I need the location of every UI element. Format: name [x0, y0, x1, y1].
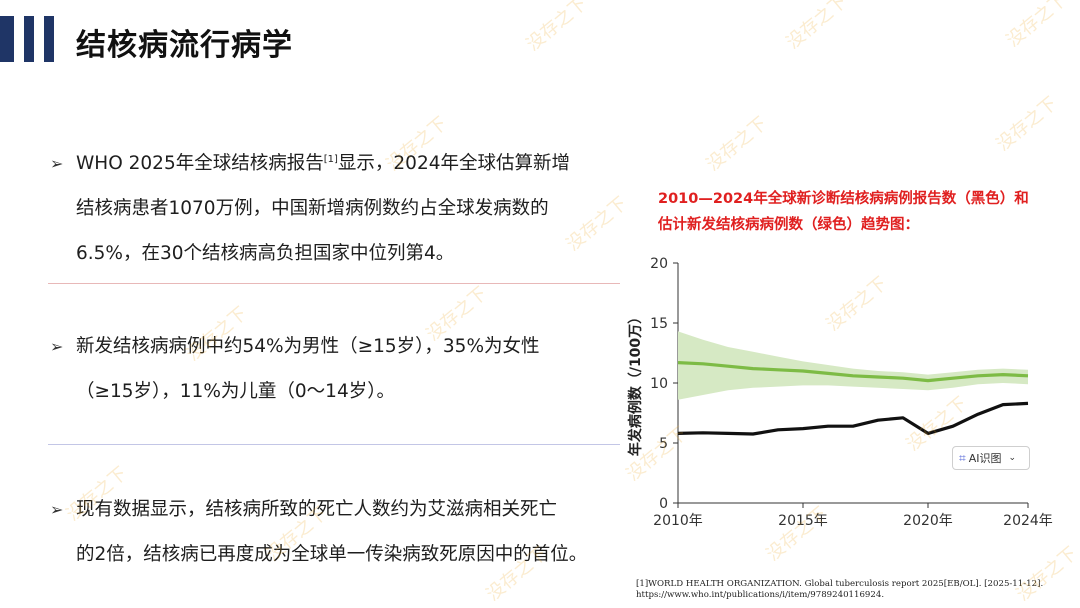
page-title: 结核病流行病学	[76, 28, 293, 63]
bullet-who-report: ➢ WHO 2025年全球结核病报告[1]显示，2024年全球估算新增 结核病患者…	[50, 141, 620, 276]
green-uncertainty-band	[678, 331, 1028, 400]
reference-footnote: [1]WORLD HEALTH ORGANIZATION. Global tub…	[636, 579, 1076, 601]
x-tick-label: 2010年	[653, 513, 703, 529]
black-series-line	[677, 401, 1029, 436]
ai-badge-label: AI识图	[968, 452, 1002, 465]
y-tick-label: 5	[659, 436, 668, 452]
bullet-gender-distribution: ➢ 新发结核病病例中约54%为男性（≥15岁），35%为女性 （≥15岁），11%…	[50, 324, 620, 414]
bullet-text: 的2倍，结核病已再度成为全球单一传染病致死原因中的首位。	[76, 544, 588, 565]
y-tick-label: 20	[650, 256, 668, 272]
watermark-text: 没存之下	[1002, 0, 1072, 52]
bullet-text: 现有数据显示，结核病所致的死亡人数约为艾滋病相关死亡	[76, 499, 558, 520]
arrow-bullet-icon: ➢	[50, 500, 64, 519]
chart-caption: 2010—2024年全球新诊断结核病病例报告数（黑色）和 估计新发结核病病例数（…	[658, 186, 1078, 238]
chart-caption-line: 估计新发结核病病例数（绿色）趋势图：	[658, 217, 919, 233]
y-tick-label: 15	[650, 316, 668, 332]
bullet-mortality: ➢ 现有数据显示，结核病所致的死亡人数约为艾滋病相关死亡 的2倍，结核病已再度成为…	[50, 487, 620, 577]
ai-scan-icon: ⌗	[959, 450, 966, 465]
arrow-bullet-icon: ➢	[50, 337, 64, 356]
x-tick-label: 2015年	[778, 513, 828, 529]
bullet-text: 新发结核病病例中约54%为男性（≥15岁），35%为女性	[76, 336, 540, 357]
bullet-text: 结核病患者1070万例，中国新增病例数约占全球发病数的	[76, 198, 549, 219]
section-divider	[48, 283, 620, 284]
reference-line: [1]WORLD HEALTH ORGANIZATION. Global tub…	[636, 579, 1044, 589]
bullet-text: 显示，2024年全球估算新增	[337, 153, 570, 174]
watermark-text: 没存之下	[522, 0, 592, 56]
reference-line: https://www.who.int/publications/i/item/…	[636, 590, 885, 600]
section-divider	[48, 444, 620, 445]
bullet-text: 6.5%，在30个结核病高负担国家中位列第4。	[76, 243, 455, 264]
citation-superscript: [1]	[323, 153, 338, 165]
y-tick-label: 0	[659, 496, 668, 512]
watermark-text: 没存之下	[992, 92, 1062, 156]
bullet-text: （≥15岁），11%为儿童（0～14岁）。	[76, 381, 395, 402]
watermark-text: 没存之下	[782, 0, 852, 54]
bullet-text: WHO 2025年全球结核病报告	[76, 153, 324, 174]
chevron-down-icon: ⌄	[1008, 453, 1017, 463]
watermark-text: 没存之下	[702, 112, 772, 176]
x-tick-label: 2024年	[1003, 513, 1053, 529]
x-tick-label: 2020年	[903, 513, 953, 529]
arrow-bullet-icon: ➢	[50, 154, 64, 173]
tb-incidence-chart: 0 5 10 15 20 2010年 2015年 2020年 2024年 年发病例数（/100万）	[627, 256, 1053, 529]
y-tick-label: 10	[650, 376, 668, 392]
ai-image-recognition-button[interactable]: ⌗ AI识图 ⌄	[952, 446, 1030, 470]
chart-caption-line: 2010—2024年全球新诊断结核病病例报告数（黑色）和	[658, 191, 1029, 207]
y-axis-label: 年发病例数（/100万）	[627, 310, 644, 456]
